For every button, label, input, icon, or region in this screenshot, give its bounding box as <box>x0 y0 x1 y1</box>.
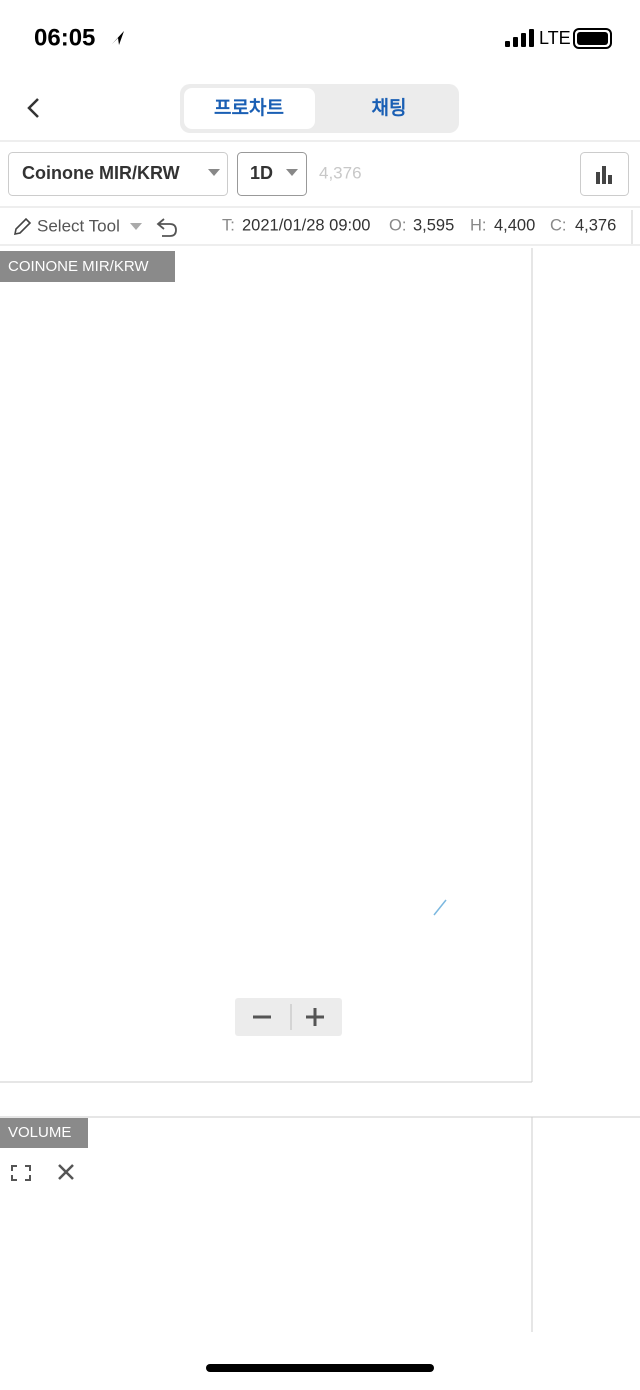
chart-title-box <box>0 251 175 282</box>
select-tool[interactable]: Select Tool <box>37 216 120 235</box>
home-indicator <box>206 1364 434 1372</box>
symbol: Coinone MIR/KRW <box>22 163 180 183</box>
tab[interactable]: 채팅 <box>372 97 407 119</box>
label: H: <box>470 216 487 234</box>
value: 4,376 <box>575 216 616 234</box>
label: C: <box>550 216 567 234</box>
signal-icon <box>505 29 534 47</box>
caret <box>130 223 142 230</box>
ohlc: T: 2021/01/28 09:00 O: 3,595 H: 4,400 C:… <box>222 216 616 234</box>
expand-icon[interactable] <box>11 1165 31 1181</box>
value: 2021/01/28 09:00 <box>242 216 370 234</box>
drawing <box>433 899 447 916</box>
back-button[interactable] <box>27 98 39 118</box>
battery-level <box>577 32 608 45</box>
bar-icon <box>596 166 612 184</box>
location-icon <box>112 31 124 45</box>
zoom-in[interactable] <box>306 1008 324 1026</box>
clock: 06:05 <box>34 24 95 51</box>
zoom-control <box>235 998 342 1036</box>
volume-title: VOLUME <box>8 1124 71 1141</box>
tab[interactable]: 프로차트 <box>214 97 284 119</box>
label: T: <box>222 216 235 234</box>
network: LTE <box>539 28 571 48</box>
volume-title-box <box>0 1118 88 1148</box>
battery <box>573 28 612 49</box>
pencil-icon <box>13 217 32 236</box>
caret <box>208 169 220 176</box>
close-icon[interactable] <box>58 1164 74 1180</box>
interval: 1D <box>250 163 273 183</box>
tab-selected[interactable] <box>184 88 315 129</box>
undo-icon[interactable] <box>156 218 177 237</box>
chart-title: COINONE MIR/KRW <box>8 258 149 275</box>
value: 4,400 <box>494 216 535 234</box>
last-price: 4,376 <box>319 163 362 182</box>
value: 3,595 <box>413 216 454 234</box>
interval-dropdown[interactable] <box>237 152 307 196</box>
symbol-dropdown[interactable] <box>8 152 228 196</box>
label: O: <box>389 216 406 234</box>
caret <box>286 169 298 176</box>
